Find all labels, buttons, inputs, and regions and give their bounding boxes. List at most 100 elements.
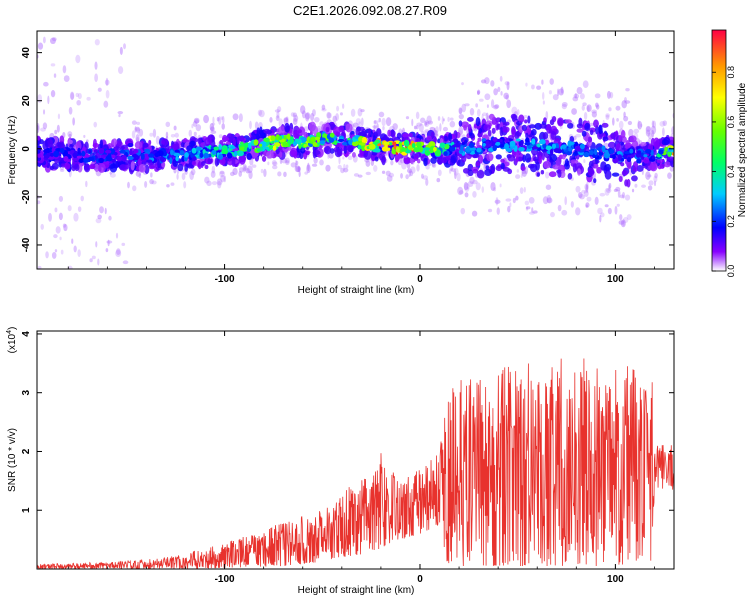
spectral-speckle [352, 122, 359, 128]
spectral-speckle [40, 223, 44, 230]
spectral-blob [531, 128, 537, 136]
spectral-speckle [206, 180, 212, 187]
spectral-speckle [600, 212, 605, 218]
spectral-speckle [645, 126, 652, 135]
spectral-speckle [469, 107, 475, 116]
spectral-speckle [193, 117, 200, 124]
spectral-speckle [105, 77, 109, 87]
spectral-blob [478, 128, 483, 134]
spectral-ridge-point [66, 147, 71, 152]
spectral-speckle [57, 113, 61, 120]
spectral-speckle [292, 117, 298, 126]
y-tick-label: 20 [21, 95, 32, 107]
spectral-speckle [472, 190, 477, 198]
spectral-ridge-point [50, 152, 54, 157]
y-tick-label: 3 [21, 389, 32, 395]
spectral-speckle [94, 61, 98, 70]
spectral-speckle [355, 118, 362, 125]
spectral-speckle [484, 77, 490, 85]
spectral-blob [539, 123, 548, 129]
spectral-blob [134, 141, 143, 150]
spectral-speckle [131, 130, 136, 139]
spectral-speckle [232, 167, 238, 176]
spectral-speckle [457, 186, 464, 196]
spectral-speckle [618, 120, 624, 129]
spectral-speckle [617, 189, 621, 198]
spectral-ridge-point [278, 135, 283, 141]
spectral-speckle [620, 219, 626, 228]
spectral-speckle [155, 135, 160, 145]
spectral-speckle [346, 134, 350, 139]
spectral-blob [462, 167, 470, 174]
spectral-speckle [521, 170, 525, 174]
spectral-ridge-point [373, 148, 381, 153]
spectral-blob [423, 157, 428, 167]
spectral-blob [290, 147, 298, 157]
spectral-blob [204, 164, 209, 170]
spectral-speckle [67, 265, 73, 269]
spectral-ridge-point [636, 158, 642, 164]
spectral-blob [430, 157, 437, 164]
spectral-ridge-point [612, 153, 616, 160]
spectral-speckle [542, 196, 549, 205]
spectral-ridge-point [283, 135, 287, 140]
spectral-speckle [405, 116, 410, 120]
spectral-speckle [511, 106, 518, 115]
spectral-speckle [190, 168, 196, 176]
spectral-speckle [93, 121, 98, 128]
spectral-speckle [442, 118, 445, 122]
spectral-speckle [123, 43, 126, 50]
spectral-speckle [335, 113, 339, 121]
spectral-ridge-point [259, 146, 263, 151]
spectral-speckle [85, 180, 88, 188]
spectral-speckle [138, 173, 142, 179]
spectral-ridge-point [460, 145, 464, 151]
spectral-ridge-point [398, 142, 403, 150]
spectral-speckle [193, 131, 197, 137]
spectral-speckle [212, 116, 215, 124]
spectral-blob [659, 163, 665, 169]
spectral-ridge-point [411, 143, 416, 149]
spectral-blob [594, 163, 599, 169]
spectral-ridge-point [169, 157, 173, 164]
spectral-ridge-point [203, 152, 209, 159]
spectral-speckle [37, 94, 43, 103]
spectral-speckle [591, 109, 598, 114]
spectral-ridge-point [337, 138, 345, 142]
spectral-speckle [305, 112, 310, 122]
spectral-ridge-point [53, 150, 60, 158]
spectral-speckle [327, 112, 332, 119]
spectral-blob [387, 129, 391, 137]
spectral-blob [618, 134, 623, 142]
spectral-blob [632, 167, 638, 172]
spectral-speckle [58, 195, 64, 202]
spectral-speckle [608, 182, 612, 189]
spectral-ridge-point [568, 141, 575, 146]
spectral-blob [402, 133, 410, 138]
x-tick-label: 100 [607, 274, 624, 285]
spectral-ridge-point [574, 145, 582, 152]
spectral-blob [620, 130, 626, 139]
spectral-blob [483, 124, 491, 131]
spectral-blob [503, 121, 510, 126]
spectral-speckle [506, 99, 512, 109]
spectral-ridge-point [43, 149, 50, 154]
spectral-speckle [464, 183, 470, 192]
spectral-speckle [382, 126, 385, 131]
spectral-blob [148, 165, 156, 170]
spectral-speckle [306, 164, 311, 174]
spectral-speckle [328, 152, 334, 159]
spectral-speckle [633, 128, 640, 134]
spectral-speckle [480, 79, 487, 84]
spectral-ridge-point [413, 147, 421, 153]
spectrogram-x-ticks: -100 0 100 [67, 31, 655, 285]
spectral-speckle [619, 214, 623, 221]
spectral-speckle [413, 125, 417, 130]
spectral-speckle [45, 251, 49, 259]
spectral-speckle [37, 42, 44, 50]
spectral-speckle [589, 122, 595, 127]
spectral-speckle [385, 117, 392, 127]
spectral-ridge-point [658, 149, 664, 155]
spectral-speckle [89, 258, 93, 263]
spectral-ridge-point [47, 156, 55, 160]
